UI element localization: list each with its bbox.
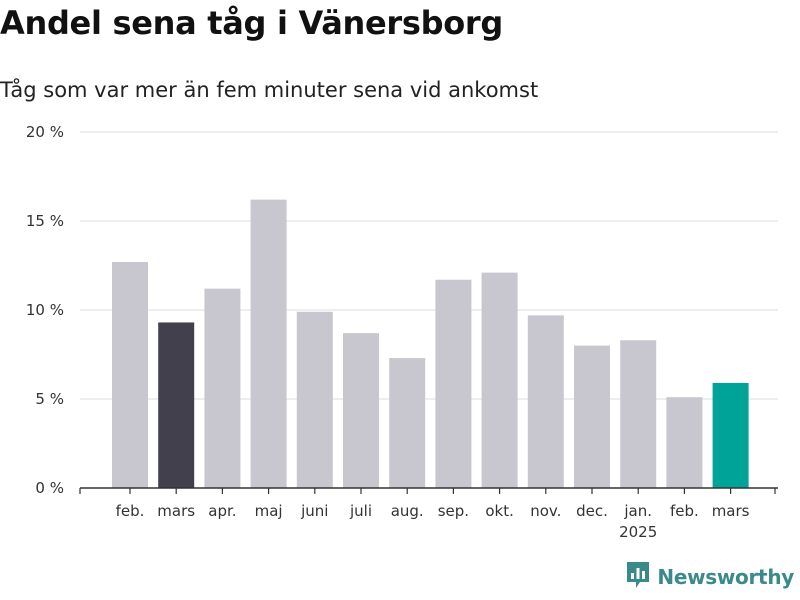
newsworthy-logo-icon [625, 560, 651, 594]
y-tick-label: 5 % [35, 390, 64, 408]
bars [112, 199, 749, 488]
x-tick-label: feb. [116, 502, 145, 520]
x-tick-label: mars [712, 502, 750, 520]
bar [666, 397, 703, 488]
bar [527, 315, 564, 488]
brand-name: Newsworthy [657, 565, 794, 589]
grid-lines [80, 131, 778, 400]
x-tick-label: juli [349, 502, 372, 520]
bar [712, 382, 749, 488]
chart-title: Andel sena tåg i Vänersborg [0, 4, 503, 42]
brand-logo: Newsworthy [625, 560, 794, 594]
x-tick-label: mars [157, 502, 195, 520]
bar [481, 272, 518, 488]
bar [620, 340, 657, 488]
x-tick-label: sep. [438, 502, 469, 520]
y-axis-ticks: 0 % 5 % 10 % 15 % 20 % [26, 123, 64, 497]
x-tick-label: juni [300, 502, 328, 520]
bar [389, 358, 426, 488]
bar [574, 345, 610, 488]
bar [158, 322, 195, 488]
y-tick-label: 10 % [26, 301, 64, 319]
x-year-label: 2025 [619, 523, 657, 541]
x-tick-label: jan. [623, 502, 652, 520]
x-tick-label: nov. [530, 502, 561, 520]
bar [112, 261, 148, 488]
chart-subtitle: Tåg som var mer än fem minuter sena vid … [0, 78, 539, 102]
bar-chart: 0 % 5 % 10 % 15 % 20 % feb. mars apr. maj juni ju… [26, 123, 778, 541]
x-tick-label: apr. [208, 502, 236, 520]
bar [343, 333, 379, 488]
x-axis-ticks: feb. mars apr. maj juni juli aug. sep. okt. nov. d… [79, 488, 776, 541]
x-tick-label: dec. [576, 502, 608, 520]
x-tick-label: feb. [670, 502, 699, 520]
y-tick-label: 0 % [35, 479, 64, 497]
bar [250, 199, 287, 488]
x-tick-label: okt. [485, 502, 514, 520]
bar [435, 279, 472, 488]
x-tick-label: maj [255, 502, 283, 520]
bar [204, 288, 241, 488]
x-tick-label: aug. [391, 502, 424, 520]
y-tick-label: 20 % [26, 123, 64, 141]
y-tick-label: 15 % [26, 212, 64, 230]
bar [296, 311, 333, 488]
